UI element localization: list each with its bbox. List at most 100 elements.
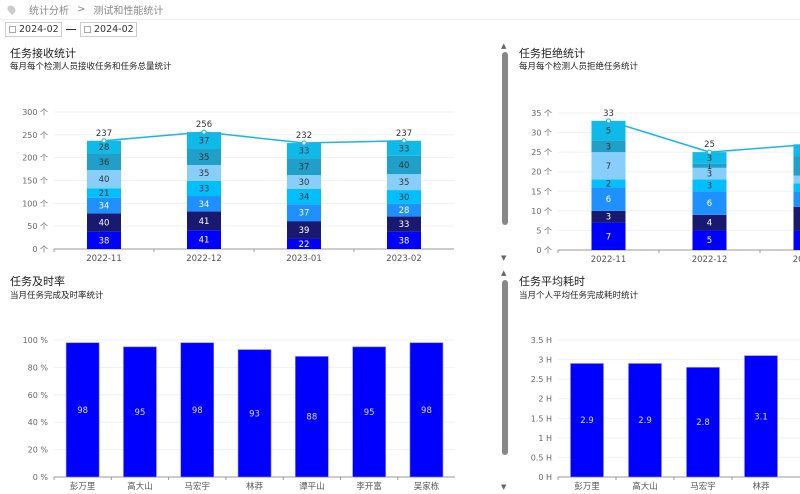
bar[interactable] (686, 367, 720, 478)
start-date-value: 2024-02 (19, 24, 59, 35)
bar[interactable] (65, 342, 100, 478)
stack-segment[interactable] (591, 210, 626, 223)
stack-segment[interactable] (87, 213, 121, 232)
segment-label: 6 (707, 199, 712, 209)
stack-segment[interactable] (287, 204, 321, 222)
x-tick-label: 彭万里 (574, 481, 600, 492)
segment-label: 40 (99, 219, 110, 229)
stack-segment[interactable] (287, 175, 321, 189)
total-point[interactable] (201, 129, 207, 135)
stack-segment[interactable] (87, 169, 121, 189)
bar[interactable] (744, 355, 778, 478)
total-label: 232 (296, 131, 312, 141)
segment-label: 35 (399, 178, 410, 188)
stack-segment[interactable] (187, 230, 221, 249)
x-tick-label: 2022-11 (591, 255, 627, 265)
y-tick-label: 250 个 (22, 131, 48, 140)
total-point[interactable] (606, 118, 611, 124)
bar[interactable] (295, 356, 329, 478)
stack-segment[interactable] (793, 230, 800, 250)
y-tick-label: 50 个 (27, 222, 48, 231)
stack-segment[interactable] (591, 222, 626, 250)
bar[interactable] (237, 349, 272, 478)
total-point[interactable] (101, 138, 107, 144)
stack-segment[interactable] (87, 231, 121, 249)
ontime-subtitle: 当月任务完成及时率统计 (10, 291, 104, 301)
stack-segment[interactable] (187, 211, 221, 231)
stack-segment[interactable] (87, 140, 121, 154)
stack-segment[interactable] (287, 188, 321, 205)
stack-segment[interactable] (387, 155, 421, 175)
segment-label: 3 (606, 142, 611, 152)
start-date-input[interactable]: 2024-02 (5, 22, 62, 37)
stack-segment[interactable] (591, 140, 626, 153)
y-tick-label: 25 个 (531, 148, 552, 157)
end-date-value: 2024-02 (94, 24, 134, 35)
stack-segment[interactable] (87, 197, 121, 214)
scroll-down-icon[interactable]: ▼ (501, 254, 507, 262)
y-tick-label: 2 H (538, 395, 552, 404)
x-tick-label: 2022-11 (86, 254, 122, 264)
breadcrumb-item-stats[interactable]: 统计分析 (29, 6, 69, 17)
total-point[interactable] (401, 138, 407, 144)
scroll-up-icon[interactable]: ▲ (501, 269, 507, 277)
stack-segment[interactable] (187, 148, 221, 165)
segment-label: 39 (299, 226, 310, 236)
stack-segment[interactable] (187, 196, 221, 212)
stack-segment[interactable] (793, 206, 800, 231)
top-scrollbar[interactable] (502, 52, 508, 225)
stack-segment[interactable] (793, 183, 800, 192)
stack-segment[interactable] (187, 180, 221, 197)
total-point[interactable] (707, 149, 712, 155)
stack-segment[interactable] (387, 216, 421, 232)
bar[interactable] (180, 342, 215, 478)
bar[interactable] (628, 363, 662, 478)
segment-label: 3 (707, 181, 712, 191)
stack-segment[interactable] (591, 179, 626, 188)
stack-segment[interactable] (187, 164, 221, 181)
segment-label: 3 (707, 170, 712, 180)
stack-segment[interactable] (692, 230, 727, 250)
stack-segment[interactable] (287, 221, 321, 239)
rejected-title: 任务拒绝统计 (519, 47, 585, 60)
bar[interactable] (123, 346, 157, 478)
stack-segment[interactable] (387, 174, 421, 191)
stack-segment[interactable] (187, 132, 221, 149)
stack-segment[interactable] (793, 175, 800, 184)
stack-segment[interactable] (793, 156, 800, 176)
segment-label: 2 (606, 179, 611, 189)
stack-segment[interactable] (692, 179, 727, 192)
stack-segment[interactable] (87, 188, 121, 198)
stack-segment[interactable] (793, 144, 800, 157)
stack-segment[interactable] (692, 163, 727, 168)
y-tick-label: 150 个 (22, 177, 48, 186)
stack-segment[interactable] (387, 140, 421, 156)
stack-segment[interactable] (692, 167, 727, 180)
stack-segment[interactable] (287, 158, 321, 176)
stack-segment[interactable] (87, 153, 121, 170)
stack-segment[interactable] (692, 191, 727, 215)
stack-segment[interactable] (692, 152, 727, 164)
stack-segment[interactable] (591, 120, 626, 141)
stack-segment[interactable] (387, 203, 421, 217)
end-date-input[interactable]: 2024-02 (80, 22, 137, 37)
segment-label: 5 (606, 127, 611, 137)
stack-segment[interactable] (793, 191, 800, 207)
stack-segment[interactable] (387, 190, 421, 204)
stack-segment[interactable] (287, 238, 321, 249)
scroll-up-icon[interactable]: ▲ (501, 42, 507, 50)
stack-segment[interactable] (387, 231, 421, 249)
total-point[interactable] (301, 140, 307, 146)
stack-segment[interactable] (591, 187, 626, 211)
bar[interactable] (352, 346, 386, 478)
bottom-scrollbar[interactable] (502, 280, 508, 455)
stack-segment[interactable] (287, 143, 321, 159)
segment-label: 33 (199, 184, 210, 194)
x-tick-label: 李开富 (356, 481, 382, 492)
stack-segment[interactable] (692, 214, 727, 231)
scroll-down-icon[interactable]: ▼ (501, 483, 507, 491)
stack-segment[interactable] (591, 152, 626, 180)
bar[interactable] (570, 363, 604, 478)
bar[interactable] (409, 342, 444, 478)
